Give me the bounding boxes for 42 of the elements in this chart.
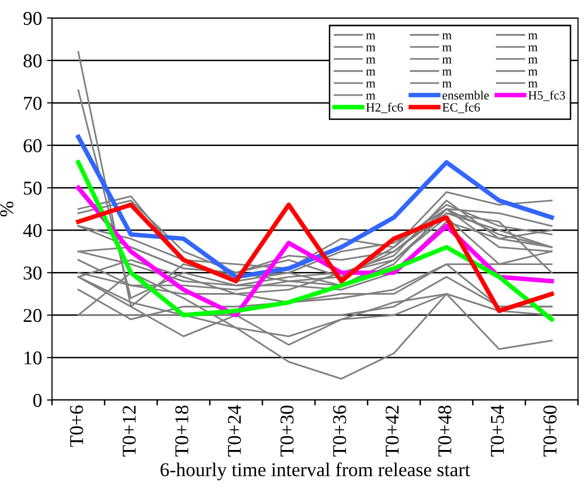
x-axis-title: 6-hourly time interval from release start xyxy=(160,462,470,480)
y-tick-label: 60 xyxy=(24,139,42,152)
legend-label: m xyxy=(528,33,538,40)
legend-label: H5_fc3 xyxy=(528,90,566,102)
x-tick-label: T0+42 xyxy=(386,406,399,457)
legend-label: m xyxy=(366,69,376,76)
x-tick-label: T0+30 xyxy=(280,406,294,457)
y-tick-label: 50 xyxy=(24,182,42,195)
y-tick-label: 10 xyxy=(24,351,42,364)
legend-label: H2_fc6 xyxy=(366,102,403,114)
y-tick-label: 80 xyxy=(24,54,42,68)
legend-label: m xyxy=(442,33,452,40)
y-tick-label: 90 xyxy=(23,12,42,25)
legend-label: m xyxy=(442,57,452,64)
legend-label: m xyxy=(528,69,538,76)
legend-label: m xyxy=(366,94,376,100)
legend-label: m xyxy=(442,69,452,76)
y-tick-label: 70 xyxy=(24,96,42,110)
legend-label: EC_fc6 xyxy=(442,102,480,114)
legend-label: m xyxy=(528,45,538,52)
x-tick-label: T0+18 xyxy=(175,406,188,457)
y-tick-label: 20 xyxy=(24,308,42,322)
legend-label: m xyxy=(528,82,538,88)
legend-label: m xyxy=(366,57,376,64)
y-tick-label: 0 xyxy=(33,394,42,407)
x-tick-label: T0+36 xyxy=(333,405,346,457)
legend-label: m xyxy=(528,57,538,64)
y-axis-title: % xyxy=(0,202,14,216)
legend-label: m xyxy=(366,45,376,52)
legend-label: m xyxy=(442,82,452,88)
y-tick-label: 30 xyxy=(24,266,42,280)
x-tick-label: T0+54 xyxy=(490,405,504,457)
x-tick-label: T0+6 xyxy=(70,405,84,447)
legend-label: ensemble xyxy=(442,90,489,100)
x-tick-label: T0+24 xyxy=(228,405,241,457)
legend-label: m xyxy=(366,82,376,88)
x-tick-label: T0+12 xyxy=(122,406,136,457)
y-tick-label: 40 xyxy=(23,224,42,238)
legend-label: m xyxy=(366,33,376,40)
x-tick-label: T0+60 xyxy=(543,406,557,457)
x-tick-label: T0+48 xyxy=(438,406,452,457)
legend-label: m xyxy=(442,45,452,52)
